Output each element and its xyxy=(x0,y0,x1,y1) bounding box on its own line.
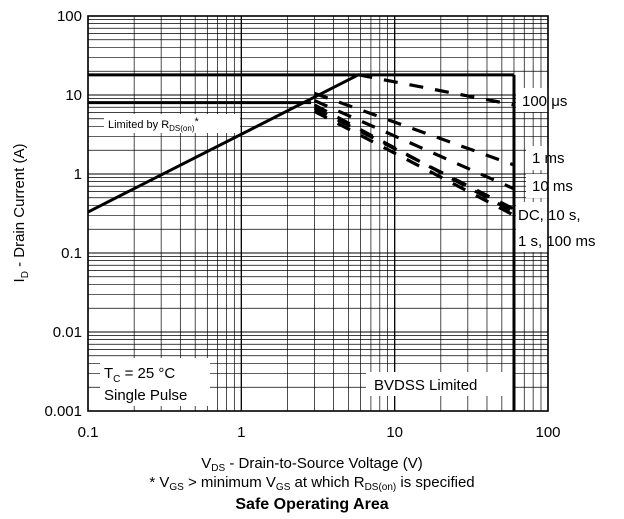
curves xyxy=(87,73,516,411)
minor-gridlines xyxy=(88,16,548,411)
soa-curve-2 xyxy=(313,91,515,167)
label-bg-10ms xyxy=(526,174,586,198)
series-label-1ms: 1 ms xyxy=(532,150,565,167)
x-tick-label: 100 xyxy=(535,424,560,441)
rdson-limit-label: Limited by RDS(on)* xyxy=(108,116,199,133)
soa-curve-6 xyxy=(313,109,515,217)
tc-condition-label: TC = 25 °C xyxy=(104,365,175,385)
y-tick-label: 100 xyxy=(57,8,82,25)
series-label-10ms: 10 ms xyxy=(532,178,573,195)
tick-labels: 0.1 1 10 100 0.001 0.01 0.1 1 10 100 xyxy=(44,8,560,441)
single-pulse-label: Single Pulse xyxy=(104,387,187,404)
plot-frame xyxy=(87,15,549,412)
x-tick-label: 0.1 xyxy=(78,424,99,441)
y-axis-label: ID - Drain Current (A) xyxy=(11,144,31,283)
annotations: 100 μs 1 ms 10 ms DC, 10 s, 1 s, 100 ms Limit… xyxy=(104,93,596,404)
y-tick-label: 0.01 xyxy=(53,324,82,341)
label-bg-100us xyxy=(516,88,606,112)
label-bg-1ms xyxy=(526,146,574,170)
label-bg-dc xyxy=(516,202,620,252)
y-tick-label: 0.1 xyxy=(61,245,82,262)
bvdss-limited-label: BVDSS Limited xyxy=(374,377,477,394)
rdson-label-bg xyxy=(104,114,240,133)
y-tick-label: 0.001 xyxy=(44,403,82,420)
bvdss-label-bg xyxy=(366,372,514,396)
series-label-dc: DC, 10 s, xyxy=(518,207,581,224)
y-tick-label: 1 xyxy=(74,166,82,183)
annotation-boxes xyxy=(100,88,620,406)
soa-curve-1 xyxy=(358,73,515,107)
soa-curve-5 xyxy=(313,106,515,211)
rdson-limit-line xyxy=(87,73,360,214)
y-tick-label: 10 xyxy=(65,87,82,104)
x-axis-label: VDS - Drain-to-Source Voltage (V) xyxy=(201,455,423,474)
series-label-1s-100ms: 1 s, 100 ms xyxy=(518,233,596,250)
conditions-label-bg xyxy=(100,358,210,406)
footnote: * VGS > minimum VGS at which RDS(on) is … xyxy=(149,474,475,493)
soa-curve-3 xyxy=(313,99,515,191)
chart-title: Safe Operating Area xyxy=(235,496,389,513)
x-tick-label: 10 xyxy=(386,424,403,441)
series-label-100us: 100 μs xyxy=(522,93,567,110)
x-tick-label: 1 xyxy=(237,424,245,441)
